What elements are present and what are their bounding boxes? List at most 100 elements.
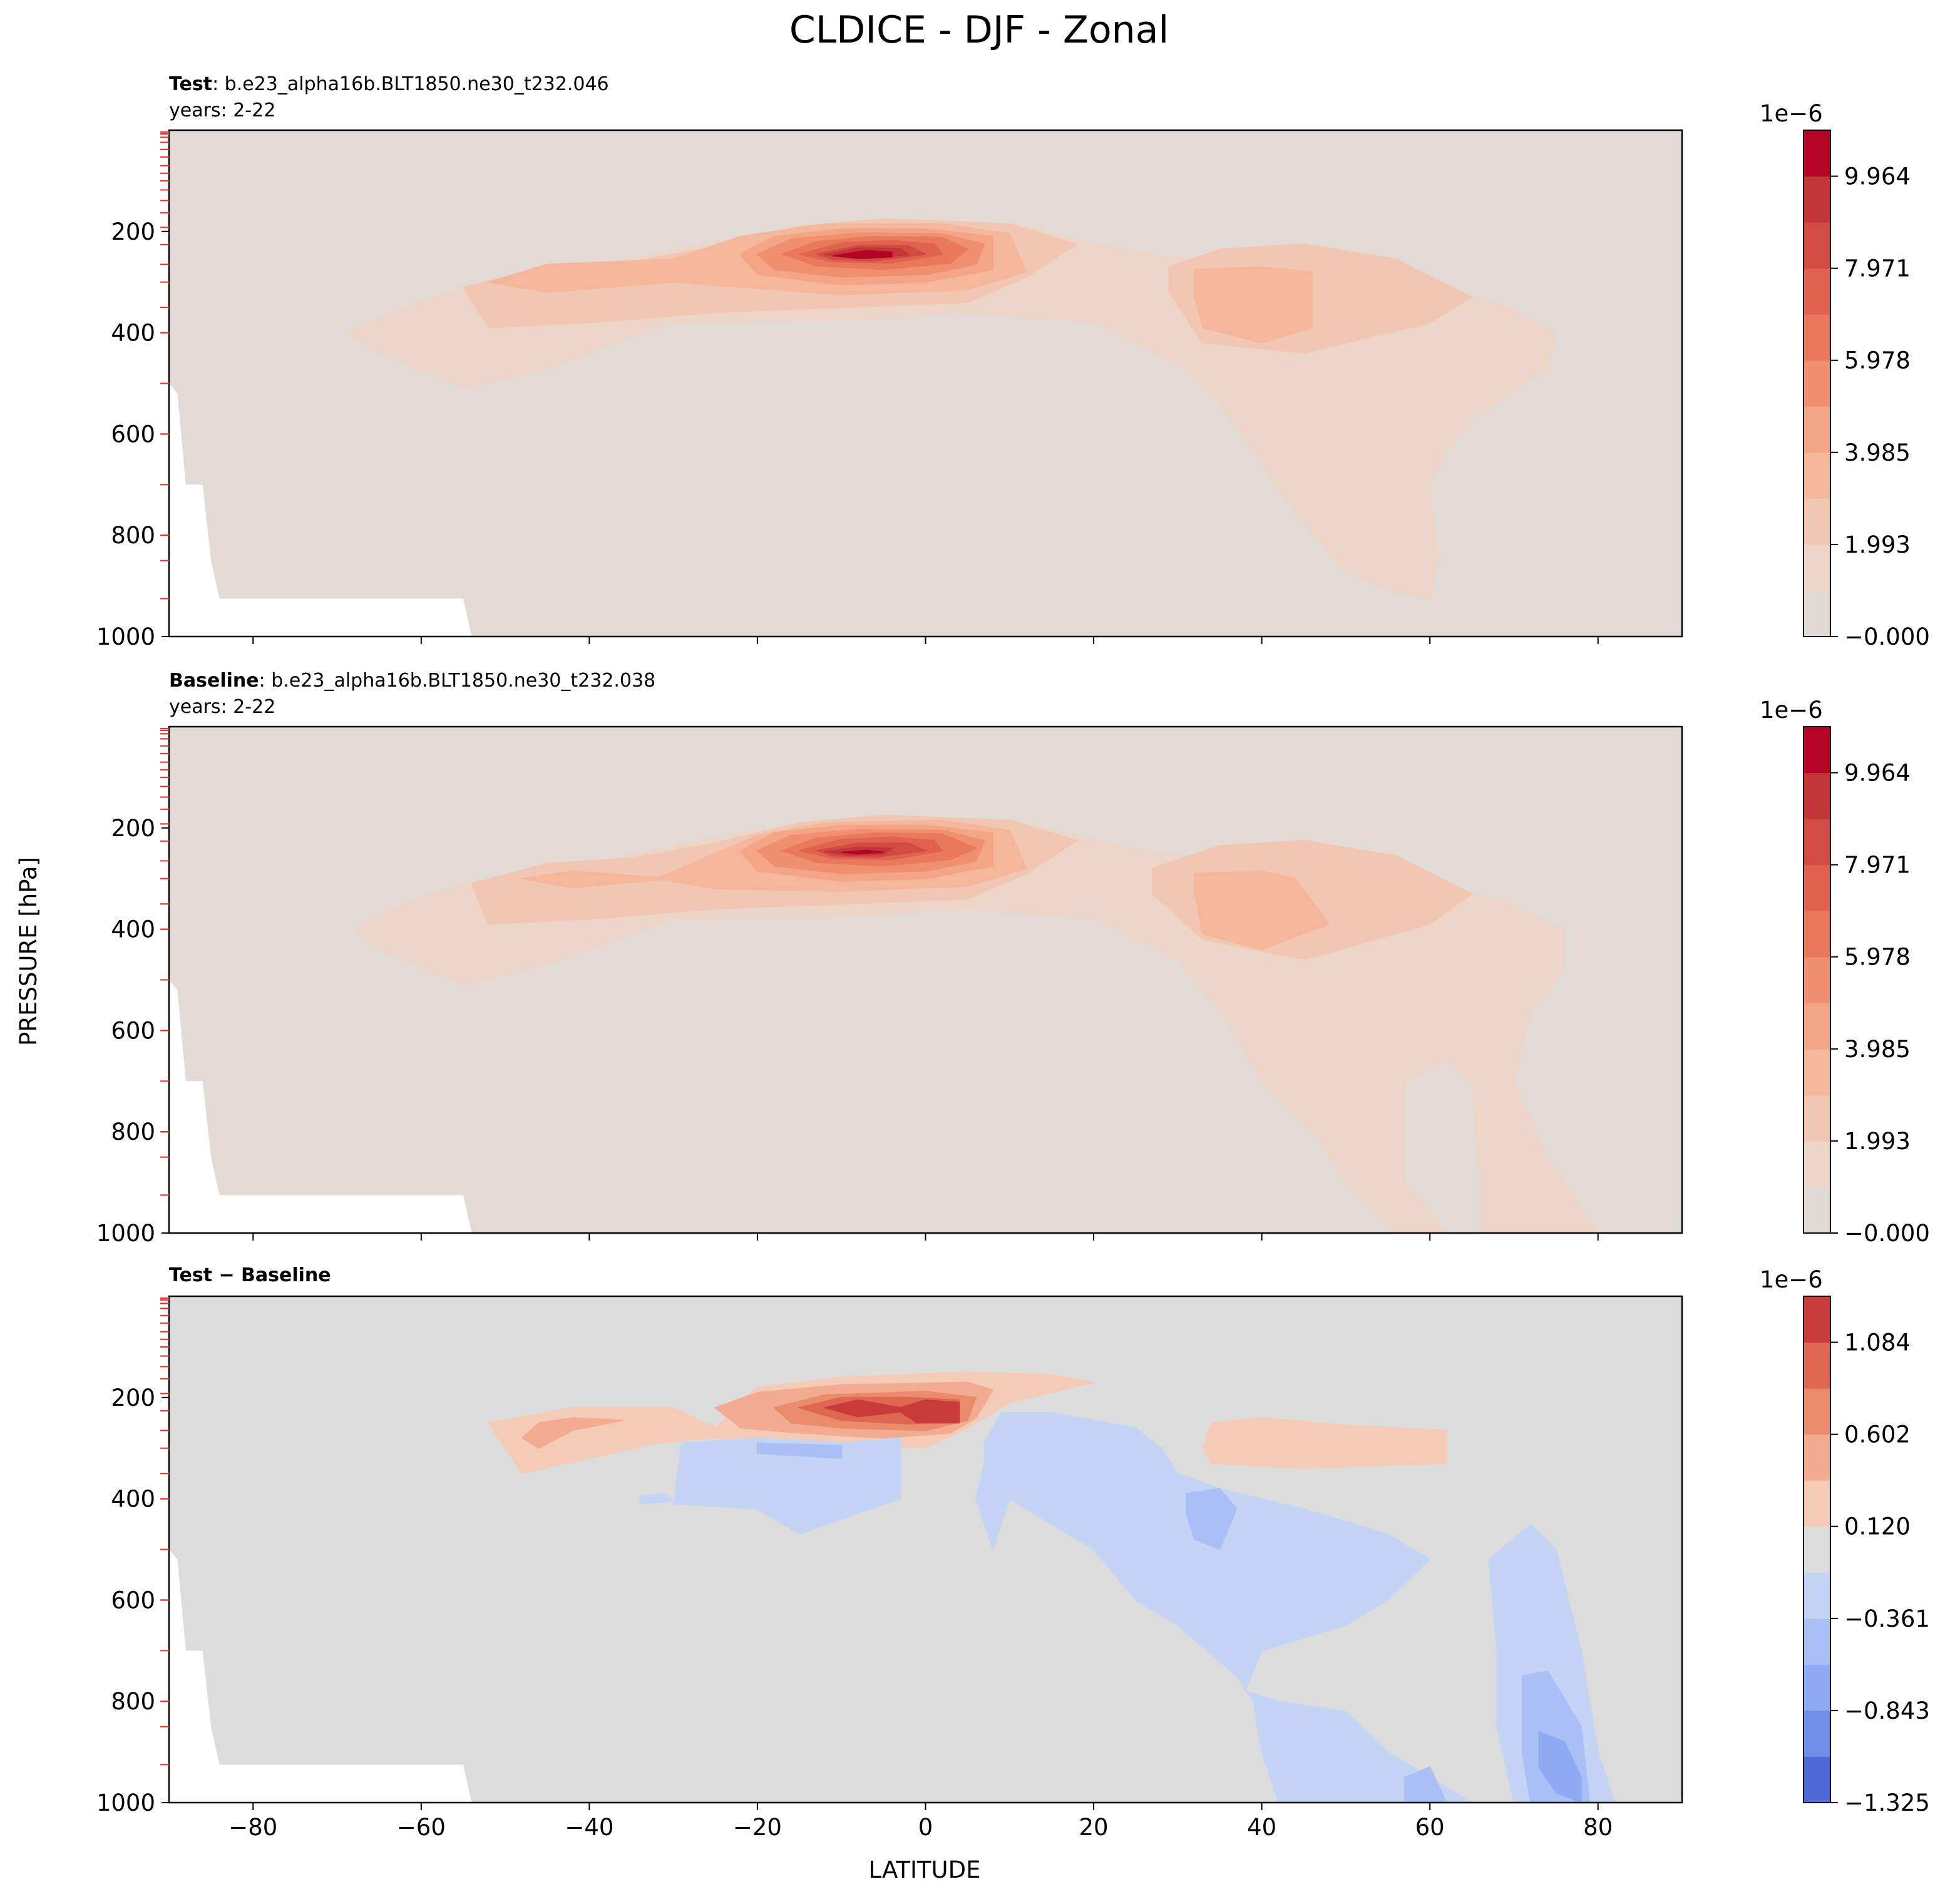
colorbar-tick-label: 5.978: [1844, 944, 1911, 971]
contour-band: [841, 849, 884, 855]
colorbar-tick-label: 9.964: [1844, 760, 1911, 787]
colorbar-tick-label: 0.602: [1844, 1421, 1911, 1448]
colorbar-swatch: [1804, 819, 1830, 866]
colorbar-swatch: [1804, 1048, 1830, 1095]
contour-band: [1488, 1523, 1616, 1803]
x-tick-label: −40: [565, 1814, 613, 1841]
colorbar-swatch: [1804, 498, 1830, 545]
colorbar-tick-label: 1.993: [1844, 1128, 1911, 1155]
y-tick-label: 400: [111, 320, 155, 347]
panel-title-bold: Baseline: [169, 670, 259, 692]
colorbar-swatch: [1804, 1618, 1830, 1665]
colorbar-tick-label: 3.985: [1844, 1036, 1911, 1063]
colorbar-swatch: [1804, 1095, 1830, 1142]
colorbar-frame: [1803, 1296, 1831, 1803]
colorbar-tick-label: −0.843: [1844, 1697, 1930, 1724]
y-tick-label: 600: [111, 1587, 155, 1614]
y-tick-label: 200: [111, 218, 155, 245]
panel-baseline: 200 400 600 800 1000 Baseline: b.e23_alpha16b…: [96, 670, 1930, 1247]
colorbar-swatch: [1804, 864, 1830, 911]
y-tick-label: 1000: [96, 1789, 155, 1816]
contour-band: [756, 1442, 843, 1459]
contour-band: [1194, 266, 1313, 344]
y-tick-label: 800: [111, 1118, 155, 1145]
plot-background: [169, 1296, 1682, 1803]
y-tick-label: 800: [111, 522, 155, 549]
contour-band: [1194, 870, 1330, 951]
colorbar-swatch: [1804, 452, 1830, 499]
colorbar-swatch: [1804, 1664, 1830, 1711]
plot-area: [169, 1296, 1682, 1803]
x-tick-label: −60: [397, 1814, 446, 1841]
terrain-mask: [169, 383, 472, 637]
y-axis-label: PRESSURE [hPa]: [15, 857, 42, 1046]
contour-band: [1185, 1488, 1238, 1550]
contour-band: [521, 1417, 623, 1449]
colorbar-exponent: 1e−6: [1760, 100, 1823, 127]
colorbar-swatch: [1804, 130, 1830, 177]
panel-title-run: : b.e23_alpha16b.BLT1850.ne30_t232.038: [259, 670, 656, 692]
colorbar-tick-label: 7.971: [1844, 255, 1911, 282]
colorbar-tick-label: 7.971: [1844, 852, 1911, 879]
panel-title: Test − Baseline: [169, 1264, 331, 1286]
y-tick-label: 400: [111, 1486, 155, 1513]
y-tick-label: 200: [111, 815, 155, 842]
colorbar-swatch: [1804, 1710, 1830, 1757]
colorbar-swatch: [1804, 1526, 1830, 1573]
colorbar-swatch: [1804, 772, 1830, 819]
contour-band: [1202, 1417, 1447, 1470]
colorbar-tick-label: 1.084: [1844, 1329, 1911, 1356]
colorbar-tick-label: −0.000: [1844, 623, 1930, 650]
terrain-mask: [169, 980, 472, 1233]
y-tick-label: 1000: [96, 1220, 155, 1247]
x-axis-label: LATITUDE: [869, 1856, 981, 1883]
contour-band: [1403, 1766, 1448, 1803]
colorbar-swatch: [1804, 1480, 1830, 1527]
colorbar-swatch: [1804, 727, 1830, 774]
y-tick-label: 1000: [96, 623, 155, 650]
y-tick-label: 600: [111, 421, 155, 448]
y-tick-label: 400: [111, 916, 155, 943]
colorbar-tick-label: 5.978: [1844, 347, 1911, 374]
contour-band: [672, 1437, 901, 1535]
plot-area: [169, 130, 1682, 637]
colorbar-swatch: [1804, 911, 1830, 958]
colorbar-tick-label: 3.985: [1844, 439, 1911, 466]
panel-title-run: : b.e23_alpha16b.BLT1850.ne30_t232.046: [212, 73, 609, 95]
colorbar-swatch: [1804, 1342, 1830, 1389]
contour-band: [1538, 1731, 1582, 1803]
colorbar-swatch: [1804, 1187, 1830, 1234]
colorbar-tick-label: −1.325: [1844, 1789, 1930, 1816]
colorbar-tick-label: 9.964: [1844, 163, 1911, 190]
colorbar-exponent: 1e−6: [1760, 1266, 1823, 1293]
colorbar-swatch: [1804, 590, 1830, 637]
x-tick-label: 60: [1415, 1814, 1445, 1841]
colorbar-frame: [1803, 726, 1831, 1234]
y-tick-label: 800: [111, 1688, 155, 1715]
colorbar-swatch: [1804, 222, 1830, 269]
contour-band: [833, 250, 893, 259]
colorbar-frame: [1803, 130, 1831, 637]
colorbar-tick-label: 0.120: [1844, 1513, 1911, 1540]
x-tick-label: 20: [1079, 1814, 1109, 1841]
panel-title-bold: Test: [169, 73, 212, 95]
colorbar-swatch: [1804, 1572, 1830, 1619]
colorbar-swatch: [1804, 1140, 1830, 1187]
colorbar-swatch: [1804, 268, 1830, 315]
x-tick-label: −20: [733, 1814, 782, 1841]
colorbar-swatch: [1804, 314, 1830, 361]
colorbar-swatch: [1804, 1388, 1830, 1435]
colorbar-tick-label: −0.361: [1844, 1605, 1930, 1632]
x-tick-label: 40: [1247, 1814, 1276, 1841]
x-tick-label: −80: [228, 1814, 277, 1841]
panel-test: 200 400 600 800 1000 Test: b.e23_alpha16b.BLT…: [96, 73, 1930, 650]
y-tick-label: 200: [111, 1385, 155, 1411]
figure-title: CLDICE - DJF - Zonal: [789, 8, 1169, 52]
colorbar-swatch: [1804, 1756, 1830, 1803]
colorbar-swatch: [1804, 1003, 1830, 1050]
plot-area: [169, 727, 1682, 1233]
y-tick-label: 600: [111, 1017, 155, 1044]
colorbar-swatch: [1804, 544, 1830, 591]
